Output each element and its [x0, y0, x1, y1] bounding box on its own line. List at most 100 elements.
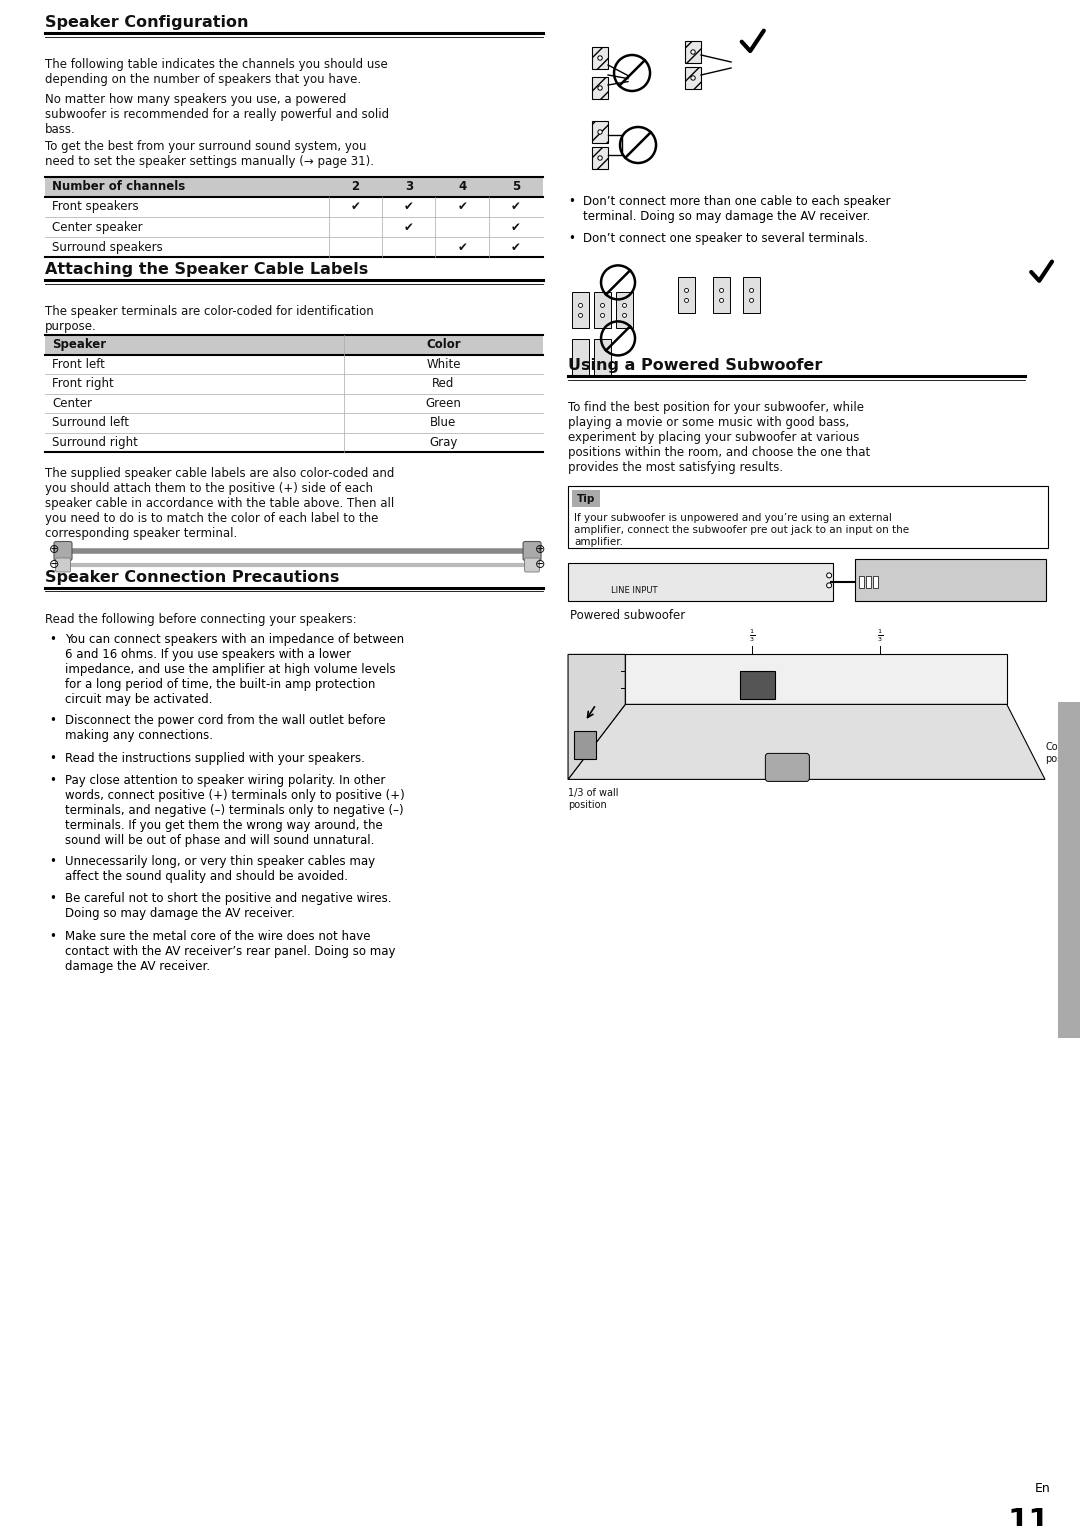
Bar — [873, 577, 878, 589]
Text: Read the instructions supplied with your speakers.: Read the instructions supplied with your… — [65, 752, 365, 765]
Circle shape — [826, 583, 832, 588]
FancyBboxPatch shape — [55, 559, 70, 572]
Text: Center speaker: Center speaker — [52, 220, 143, 233]
Text: No matter how many speakers you use, a powered
subwoofer is recommended for a re: No matter how many speakers you use, a p… — [45, 93, 389, 136]
Text: ✔: ✔ — [404, 200, 414, 214]
Bar — [592, 47, 608, 69]
Text: LINE INPUT: LINE INPUT — [611, 586, 658, 595]
FancyBboxPatch shape — [54, 542, 72, 560]
Bar — [592, 146, 608, 169]
Text: •: • — [49, 752, 56, 765]
Circle shape — [691, 50, 696, 55]
Text: Surround speakers: Surround speakers — [52, 241, 163, 253]
Bar — [740, 671, 774, 699]
Bar — [678, 278, 696, 313]
Text: Make sure the metal core of the wire does not have
contact with the AV receiver’: Make sure the metal core of the wire doe… — [65, 929, 395, 972]
Bar — [592, 76, 608, 99]
Text: Center: Center — [52, 397, 92, 410]
Bar — [568, 487, 1048, 548]
Bar — [572, 339, 589, 375]
FancyBboxPatch shape — [525, 559, 540, 572]
Polygon shape — [625, 655, 1007, 705]
Text: Blue: Blue — [430, 417, 457, 429]
Bar — [568, 563, 833, 601]
Bar — [594, 339, 611, 375]
Circle shape — [598, 156, 603, 160]
Circle shape — [598, 130, 603, 134]
Text: Green: Green — [426, 397, 461, 410]
Text: •: • — [49, 633, 56, 645]
Circle shape — [598, 56, 603, 60]
Polygon shape — [568, 655, 625, 780]
Text: 2: 2 — [351, 180, 360, 194]
Text: •: • — [568, 232, 575, 244]
Bar — [575, 731, 596, 760]
Text: Disconnect the power cord from the wall outlet before
making any connections.: Disconnect the power cord from the wall … — [65, 714, 386, 743]
Text: Be careful not to short the positive and negative wires.
Doing so may damage the: Be careful not to short the positive and… — [65, 893, 391, 920]
Circle shape — [600, 304, 605, 307]
Text: To find the best position for your subwoofer, while
playing a movie or some musi: To find the best position for your subwo… — [568, 401, 870, 475]
Text: ⊕: ⊕ — [49, 543, 59, 557]
Circle shape — [600, 313, 605, 317]
Text: ✔: ✔ — [511, 200, 521, 214]
Bar — [685, 67, 701, 89]
Text: 4: 4 — [458, 180, 467, 194]
Text: ✔: ✔ — [457, 241, 467, 253]
Bar — [616, 293, 633, 328]
Text: Gray: Gray — [429, 436, 458, 449]
Text: Front speakers: Front speakers — [52, 200, 138, 214]
Text: The speaker terminals are color-coded for identification
purpose.: The speaker terminals are color-coded fo… — [45, 305, 374, 333]
Text: ⊕: ⊕ — [535, 543, 545, 557]
Text: Unnecessarily long, or very thin speaker cables may
affect the sound quality and: Unnecessarily long, or very thin speaker… — [65, 856, 375, 884]
Bar — [855, 560, 1047, 601]
Text: •: • — [568, 195, 575, 208]
Text: ⊖: ⊖ — [535, 557, 545, 571]
Circle shape — [622, 313, 626, 317]
Text: ✔: ✔ — [457, 200, 467, 214]
Text: ✔: ✔ — [511, 220, 521, 233]
Text: Surround right: Surround right — [52, 436, 138, 449]
Circle shape — [579, 313, 582, 317]
Text: The supplied speaker cable labels are also color-coded and
you should attach the: The supplied speaker cable labels are al… — [45, 467, 394, 540]
Bar — [866, 577, 872, 589]
Circle shape — [750, 288, 754, 293]
Text: Front right: Front right — [52, 377, 113, 391]
Text: ✔: ✔ — [351, 200, 361, 214]
Bar — [713, 278, 730, 313]
FancyBboxPatch shape — [523, 542, 541, 560]
Text: Powered subwoofer: Powered subwoofer — [570, 609, 686, 623]
Text: ✔: ✔ — [404, 220, 414, 233]
Text: White: White — [427, 357, 461, 371]
Circle shape — [826, 572, 832, 578]
Text: 3: 3 — [405, 180, 413, 194]
Bar — [685, 41, 701, 63]
Text: To get the best from your surround sound system, you
need to set the speaker set: To get the best from your surround sound… — [45, 140, 374, 168]
Bar — [572, 490, 600, 508]
Bar — [45, 177, 543, 197]
Text: Don’t connect more than one cable to each speaker
terminal. Doing so may damage : Don’t connect more than one cable to eac… — [583, 195, 891, 223]
Text: Tip: Tip — [577, 494, 595, 504]
Circle shape — [750, 299, 754, 302]
Text: $\frac{1}{3}$: $\frac{1}{3}$ — [750, 627, 756, 644]
Text: •: • — [49, 929, 56, 943]
Text: The following table indicates the channels you should use
depending on the numbe: The following table indicates the channe… — [45, 58, 388, 85]
Text: Don’t connect one speaker to several terminals.: Don’t connect one speaker to several ter… — [583, 232, 868, 244]
Text: ✔: ✔ — [511, 241, 521, 253]
Text: Attaching the Speaker Cable Labels: Attaching the Speaker Cable Labels — [45, 262, 368, 278]
Text: Speaker: Speaker — [52, 339, 106, 351]
Circle shape — [719, 299, 724, 302]
Bar — [859, 577, 864, 589]
Text: Surround left: Surround left — [52, 417, 129, 429]
Text: ⊖: ⊖ — [49, 557, 59, 571]
Text: Number of channels: Number of channels — [52, 180, 186, 194]
Text: Red: Red — [432, 377, 455, 391]
Text: Corner
position: Corner position — [1045, 743, 1080, 765]
Circle shape — [719, 288, 724, 293]
Circle shape — [579, 304, 582, 307]
Circle shape — [685, 299, 689, 302]
Text: 5: 5 — [512, 180, 521, 194]
FancyBboxPatch shape — [766, 754, 809, 781]
Text: Speaker Configuration: Speaker Configuration — [45, 15, 248, 31]
Text: If your subwoofer is unpowered and you’re using an external
amplifier, connect t: If your subwoofer is unpowered and you’r… — [575, 513, 909, 546]
Text: Read the following before connecting your speakers:: Read the following before connecting you… — [45, 613, 356, 626]
